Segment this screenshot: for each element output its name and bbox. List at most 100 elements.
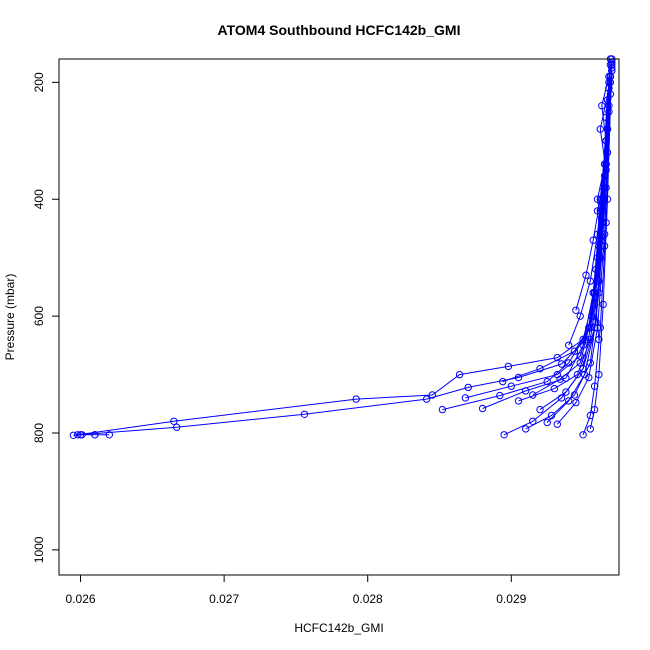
data-point [173,423,181,431]
data-point [536,365,544,373]
plot-frame [58,58,620,576]
data-point [573,370,582,379]
data-point [352,395,360,403]
data-point [455,370,464,379]
series-line [77,58,611,436]
x-tick-label: 0.027 [209,592,239,606]
data-point [596,125,604,133]
series-line [546,105,610,423]
data-point [595,370,603,379]
y-tick-label: 800 [32,423,46,443]
data-point [586,425,594,433]
data-point [478,404,487,413]
data-point [557,360,566,368]
data-point [603,148,612,157]
data-point [536,405,544,414]
data-point [572,398,580,407]
series-18 [572,72,615,314]
data-point [582,271,590,279]
data-point [529,391,537,399]
data-point [572,306,580,314]
series-line [556,94,611,425]
data-point [579,431,587,439]
data-point [438,405,447,414]
data-point [599,300,607,309]
data-point [579,341,587,349]
series-line [465,76,610,399]
data-point [507,382,515,390]
series-7 [499,96,612,386]
data-point [593,195,602,203]
data-point [565,397,573,405]
series-line [575,76,611,311]
data-point [576,359,584,367]
data-point [514,397,523,405]
data-point [556,375,564,383]
x-tick-label: 0.026 [66,592,96,606]
data-point [504,362,513,371]
series-layer [69,55,616,439]
series-line [592,88,610,293]
data-point [522,425,530,433]
data-point [529,417,537,425]
data-point [565,341,573,349]
data-point [595,335,603,344]
data-point [603,195,612,203]
data-point [464,383,472,392]
series-20 [590,61,616,344]
data-point [105,431,114,439]
data-point [585,373,593,382]
data-point [570,347,579,355]
data-point [543,377,551,386]
data-point [499,377,507,386]
data-point [522,387,530,395]
data-point [553,420,561,428]
x-axis: 0.026 0.027 0.028 0.029 [66,574,527,606]
data-point [461,394,470,402]
data-point [76,431,85,439]
data-point [593,207,602,215]
y-tick-label: 400 [32,189,46,209]
data-point [579,365,587,373]
data-point [422,395,431,403]
data-point [550,384,559,393]
data-point [590,405,599,414]
y-tick-label: 200 [32,72,46,92]
data-point [543,418,551,427]
data-point [500,431,508,439]
series-16 [586,55,616,433]
chart-title: ATOM4 Southbound HCFC142b_GMI [218,22,461,38]
y-tick-label: 600 [32,306,46,326]
x-axis-label: HCFC142b_GMI [294,621,383,635]
data-point [428,391,436,399]
data-point [91,431,99,439]
series-line [73,61,613,436]
data-point [300,410,309,418]
data-point [596,324,604,332]
y-axis: 200 400 600 800 1000 [32,72,60,563]
series-3 [76,431,114,439]
series-line [594,64,613,340]
data-point [496,391,504,400]
data-point [547,411,556,420]
data-point [69,431,78,439]
data-point [600,242,609,250]
data-point [602,166,610,174]
x-tick-label: 0.028 [353,592,383,606]
x-tick-label: 0.029 [496,592,526,606]
data-point [586,277,594,285]
data-point [608,61,616,69]
y-tick-label: 1000 [32,536,46,563]
y-axis-label: Pressure (mbar) [3,274,17,361]
data-point [590,289,599,297]
data-point [553,353,561,362]
series-line [503,76,611,436]
data-point [576,312,584,320]
data-point [562,388,570,396]
data-point [570,391,579,399]
data-point [170,417,178,425]
data-point [557,394,566,402]
data-point [589,236,597,244]
data-point [598,102,606,110]
